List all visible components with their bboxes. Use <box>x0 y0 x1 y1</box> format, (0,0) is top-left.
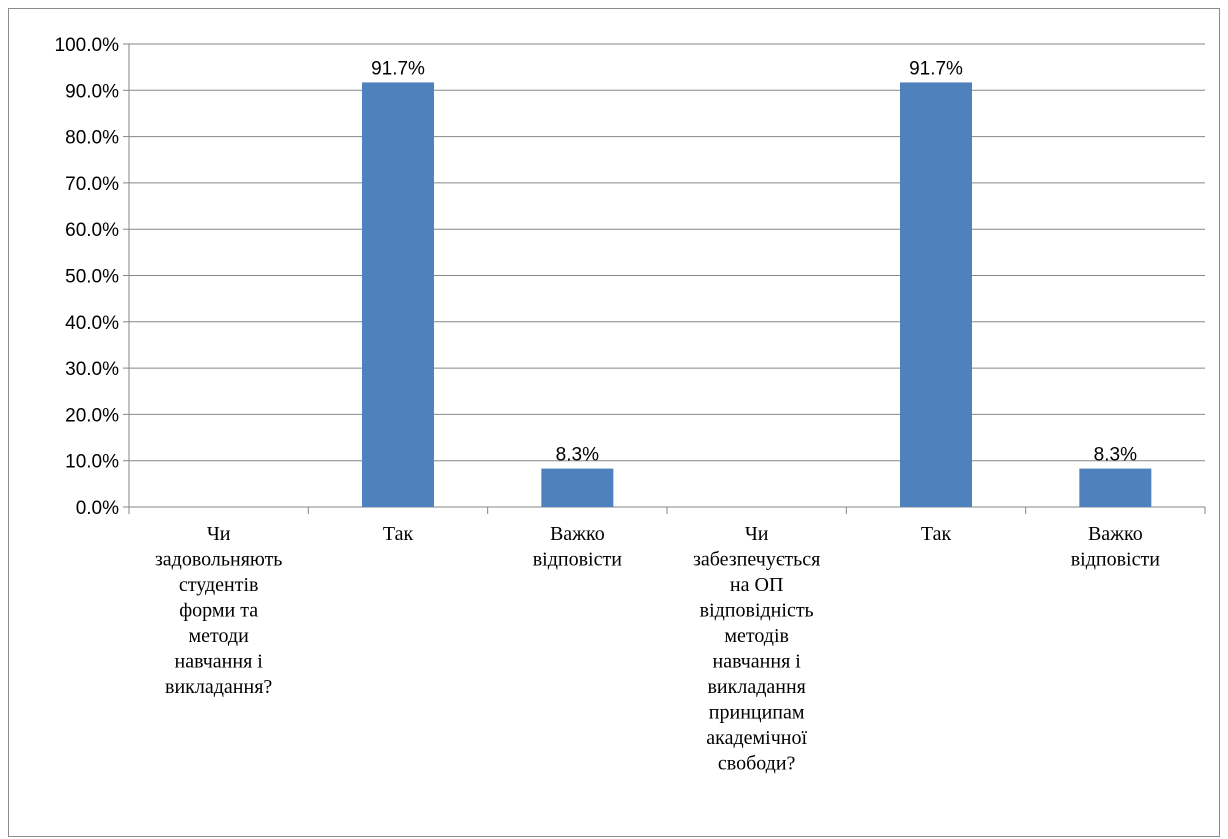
x-category-label-line: студентів <box>179 574 259 596</box>
x-category-label-line: викладання? <box>165 676 272 698</box>
x-category-label-line: Так <box>383 523 414 545</box>
x-category-label-line: забезпечується <box>693 549 820 571</box>
y-tick-label: 100.0% <box>55 35 120 56</box>
x-category-label-line: форми та <box>179 600 258 622</box>
bar <box>541 468 614 507</box>
x-category-label: Чи задовольняють студентів форми та методи на… <box>155 523 283 698</box>
x-category-label-line: методи <box>189 625 250 647</box>
bar-chart: 0.0% 10.0% 20.0% 30.0% 40.0% 50.0% 60.0% 70.0% 8… <box>55 35 1206 775</box>
x-category-label-line: Чи <box>745 523 769 545</box>
bar <box>362 82 434 507</box>
x-category-label-line: Чи <box>207 523 231 545</box>
x-category-label-line: Важко <box>1088 523 1143 545</box>
x-category-label-line: академічної <box>706 727 807 749</box>
chart-frame: 0.0% 10.0% 20.0% 30.0% 40.0% 50.0% 60.0% 70.0% 8… <box>8 8 1220 837</box>
x-category-label-line: Так <box>921 523 952 545</box>
x-category-label-line: задовольняють <box>155 549 283 571</box>
y-tick-label: 20.0% <box>65 405 119 426</box>
x-category-label-line: свободи? <box>718 753 796 775</box>
x-category-label-line: Важко <box>550 523 605 545</box>
y-tick-label: 80.0% <box>65 128 119 149</box>
x-category-label: Чи забезпечується на ОП відповідність методі… <box>693 523 820 775</box>
x-category-label-line: викладання <box>707 676 805 698</box>
x-category-label-line: навчання і <box>712 651 801 673</box>
x-category-label-line: навчання і <box>174 651 263 673</box>
y-tick-label: 10.0% <box>65 452 119 473</box>
y-tick-label: 0.0% <box>76 498 119 519</box>
x-category-label-line: на ОП <box>730 574 783 596</box>
y-tick-label: 70.0% <box>65 174 119 195</box>
y-tick-label: 30.0% <box>65 359 119 380</box>
y-tick-label: 50.0% <box>65 267 119 288</box>
x-category-label-line: відповісти <box>533 549 622 571</box>
x-category-label-line: принципам <box>709 702 805 724</box>
bar <box>900 82 972 507</box>
y-tick-label: 90.0% <box>65 81 119 102</box>
bar <box>1079 468 1152 507</box>
x-category-label-line: відповідність <box>700 600 814 622</box>
data-label: 91.7% <box>371 58 425 79</box>
x-category-label-line: відповісти <box>1071 549 1160 571</box>
x-category-label: Так <box>921 523 952 545</box>
x-category-label-line: методів <box>724 625 789 647</box>
y-tick-label: 40.0% <box>65 313 119 334</box>
x-category-label: Так <box>383 523 414 545</box>
x-category-label: Важко відповісти <box>533 523 622 571</box>
x-category-label: Важко відповісти <box>1071 523 1160 571</box>
data-label: 8.3% <box>556 445 599 466</box>
y-tick-label: 60.0% <box>65 220 119 241</box>
data-label: 8.3% <box>1094 445 1137 466</box>
data-label: 91.7% <box>909 58 963 79</box>
